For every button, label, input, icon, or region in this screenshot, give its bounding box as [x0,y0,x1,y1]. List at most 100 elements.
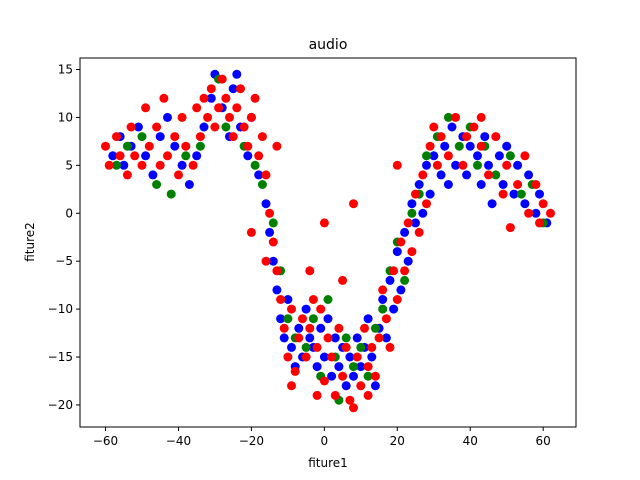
scatter-point [199,122,209,132]
scatter-point [400,266,410,276]
scatter-point [476,112,486,122]
scatter-point [236,84,245,94]
scatter-point [425,189,435,199]
scatter-point [177,160,187,170]
scatter-point [254,151,264,161]
scatter-point [137,160,147,170]
scatter-point [122,141,132,151]
scatter-point [356,342,366,352]
scatter-point [279,333,289,343]
scatter-point [155,132,165,142]
scatter-point [400,275,410,285]
scatter-point [505,223,515,233]
scatter-point [425,141,435,151]
scatter-point [513,180,523,189]
scatter-point [265,208,275,218]
scatter-point [174,170,183,180]
scatter-point [272,141,282,151]
scatter-point [250,93,260,103]
scatter-point [112,132,121,142]
scatter-point [378,295,388,304]
scatter-point [462,132,472,142]
scatter-point [513,160,523,170]
scatter-point [345,395,355,405]
x-tick-label: −20 [239,434,264,448]
scatter-point [228,84,238,94]
scatter-point [484,170,493,180]
scatter-point [385,342,395,352]
x-tick-label: −60 [93,434,118,448]
scatter-point [414,227,424,237]
scatter-point [112,160,121,170]
scatter-point [214,103,224,113]
scatter-point [396,285,406,295]
scatter-point [308,314,318,324]
scatter-point [509,189,519,199]
scatter-point [195,132,205,142]
scatter-point [531,180,541,189]
x-axis-label: fiture1 [308,456,348,470]
scatter-point [290,366,300,376]
scatter-point [177,112,187,122]
y-tick-label: −5 [55,254,73,268]
scatter-point [349,362,358,372]
scatter-point [265,227,275,237]
scatter-point [491,132,501,142]
scatter-point [305,323,315,333]
scatter-point [184,180,194,189]
y-tick-label: −10 [48,302,73,316]
scatter-point [319,218,329,228]
scatter-point [232,103,242,113]
points-layer [101,69,555,413]
scatter-point [261,256,271,266]
scatter-point [520,151,530,161]
y-tick-label: 0 [65,206,73,220]
scatter-point [516,189,526,199]
scatter-point [422,199,431,209]
scatter-point [443,151,453,161]
scatter-point [451,112,461,122]
scatter-point [316,323,326,333]
scatter-point [418,170,428,180]
y-tick-label: −15 [48,350,73,364]
scatter-point [520,199,530,209]
scatter-point [101,141,110,151]
scatter-point [531,208,541,218]
scatter-point [141,151,151,161]
scatter-point [389,304,399,314]
y-axis-label: fiture2 [23,222,37,262]
scatter-point [316,304,326,314]
scatter-point [261,199,271,209]
scatter-point [130,151,140,161]
scatter-point [429,151,439,161]
scatter-point [301,342,311,352]
scatter-point [115,151,125,161]
scatter-point [268,237,278,247]
scatter-point [298,314,307,324]
scatter-point [308,295,318,304]
scatter-point [268,218,278,228]
series-2 [101,74,555,413]
scatter-point [465,141,475,151]
scatter-point [243,151,253,161]
scatter-point [283,295,293,304]
scatter-point [436,170,446,180]
scatter-point [287,381,296,391]
y-tick-label: −20 [48,398,73,412]
scatter-point [422,160,431,170]
scatter-point [108,151,118,161]
scatter-point [498,189,508,199]
scatter-point [312,390,322,400]
scatter-point [341,333,351,343]
scatter-point [305,333,315,343]
scatter-point [283,314,293,324]
scatter-point [352,333,362,343]
scatter-point [370,371,380,381]
scatter-point [469,122,479,132]
scatter-point [122,170,132,180]
x-tick-label: 40 [463,434,478,448]
scatter-point [443,112,453,122]
scatter-point [287,304,296,314]
scatter-point [155,160,165,170]
